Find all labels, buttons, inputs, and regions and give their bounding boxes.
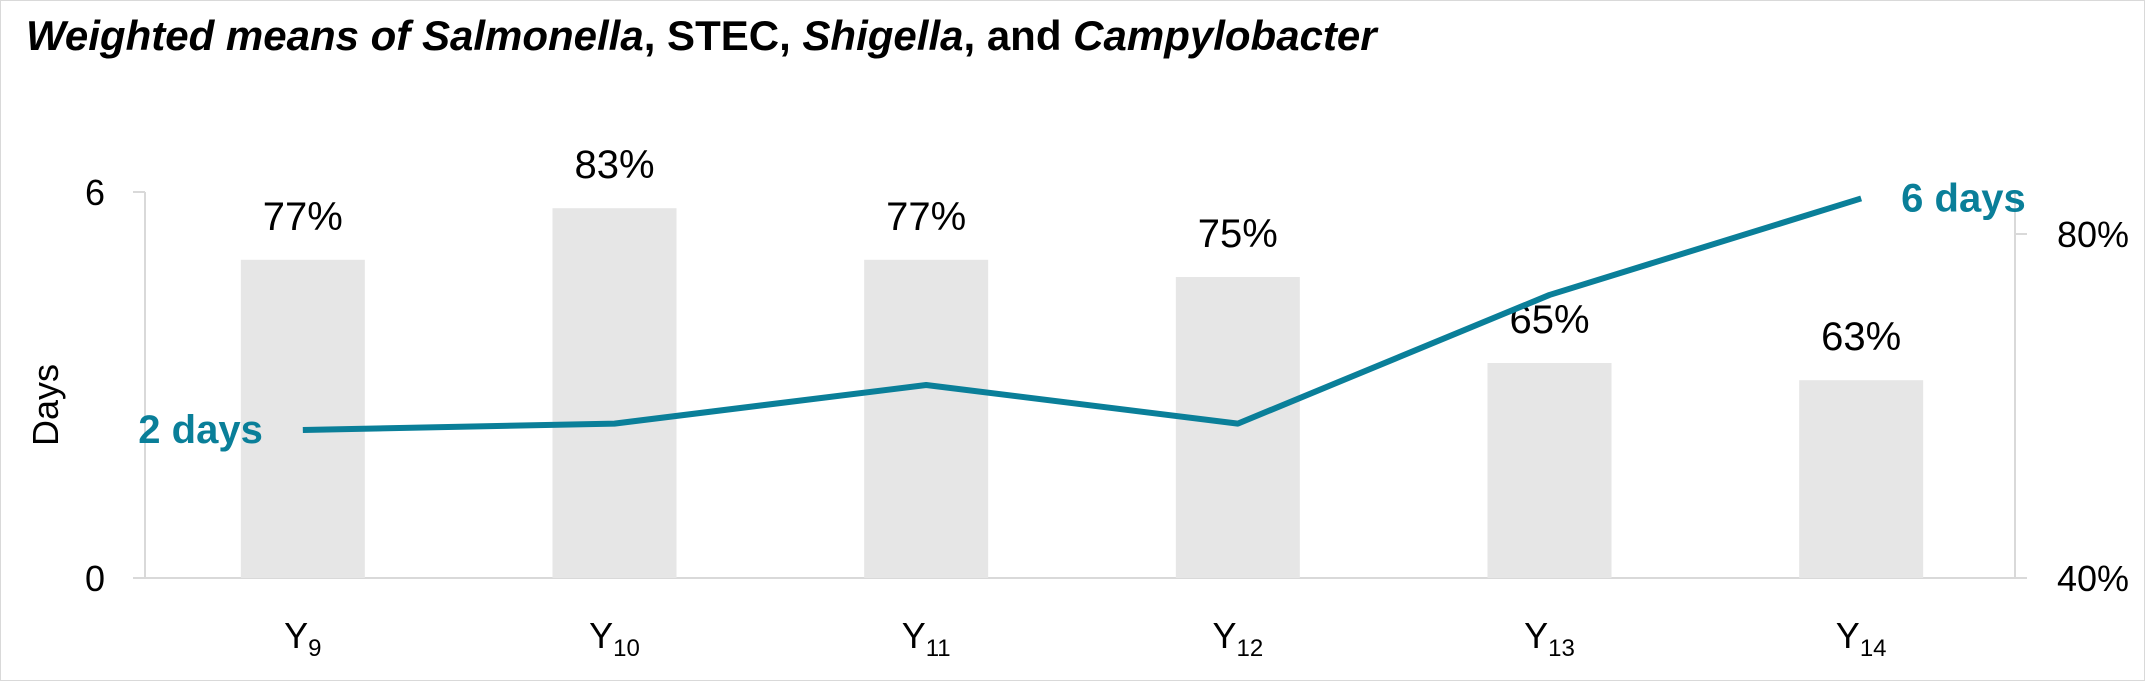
x-tick-label: Y9 — [284, 615, 321, 662]
line-end-label: 6 days — [1901, 176, 2026, 220]
left-axis-tick-label: 0 — [85, 558, 105, 599]
right-axis-tick-label: 40% — [2057, 558, 2129, 599]
bar-data-label: 63% — [1821, 315, 1901, 359]
title-segment: Shigella — [802, 12, 964, 59]
left-axis-title: Days — [25, 364, 66, 446]
x-tick-label: Y11 — [902, 615, 951, 662]
bar — [1799, 380, 1924, 578]
line-start-label: 2 days — [138, 408, 263, 452]
bar — [864, 259, 989, 578]
bar — [240, 259, 365, 578]
bar-data-label: 77% — [886, 195, 966, 239]
x-tick-label: Y14 — [1836, 615, 1887, 662]
title-segment: , STEC, — [643, 12, 803, 59]
left-axis-tick-label: 6 — [85, 172, 105, 213]
right-axis-tick-label: 80% — [2057, 214, 2129, 255]
title-segment: Weighted means of — [26, 12, 422, 59]
title-segment: Campylobacter — [1073, 12, 1377, 59]
bar — [1175, 277, 1300, 578]
bar — [1487, 363, 1612, 578]
line-series-days — [302, 195, 1863, 434]
bar-data-label: 83% — [574, 143, 654, 187]
x-tick-label: Y13 — [1524, 615, 1575, 662]
x-tick-label: Y12 — [1212, 615, 1263, 662]
chart-title: Weighted means of Salmonella, STEC, Shig… — [26, 12, 1377, 60]
x-tick-label: Y10 — [589, 615, 640, 662]
bar — [552, 208, 677, 578]
title-segment: Salmonella — [421, 12, 644, 59]
bar-data-label: 77% — [263, 195, 343, 239]
title-segment: , and — [963, 12, 1074, 59]
bar-data-label: 75% — [1198, 212, 1278, 256]
